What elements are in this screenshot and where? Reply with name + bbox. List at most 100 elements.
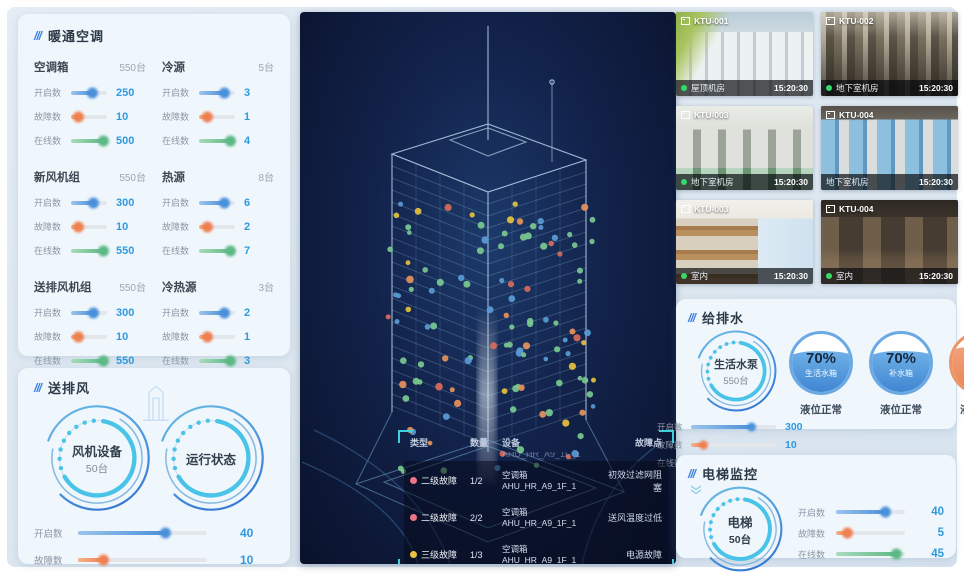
slider-track[interactable]: [199, 221, 235, 232]
online-dot-icon: [681, 273, 687, 279]
slider-track[interactable]: [199, 355, 237, 366]
camera-tile[interactable]: KTU-002 地下室机房 15:20:30: [821, 12, 958, 96]
slider-knob[interactable]: [72, 331, 84, 342]
slider-track[interactable]: [71, 307, 107, 318]
camera-icon: [826, 17, 835, 25]
slider-knob[interactable]: [201, 111, 213, 122]
tank-percent: 70%: [805, 349, 837, 367]
slider-track[interactable]: [78, 554, 207, 566]
slider-track[interactable]: [199, 307, 235, 318]
slider-knob[interactable]: [98, 355, 110, 366]
slider-knob[interactable]: [225, 245, 237, 256]
slider-label: 故障数: [34, 222, 62, 232]
slider-value: 10: [116, 110, 129, 123]
slider-track[interactable]: [71, 135, 110, 146]
slider-knob[interactable]: [72, 111, 84, 122]
slider-knob[interactable]: [201, 221, 213, 232]
camera-id: KTU-003: [681, 110, 728, 120]
camera-id: KTU-001: [681, 16, 728, 26]
camera-icon: [681, 205, 690, 213]
slider-value: 1: [244, 330, 251, 343]
slider-knob[interactable]: [218, 307, 230, 318]
tank-circle: 70% 补水箱: [869, 331, 933, 395]
slider-knob[interactable]: [225, 355, 237, 366]
slider-fill: [199, 248, 232, 253]
slider-label: 故障数: [162, 332, 190, 342]
slider-open: 开启数 250: [34, 86, 146, 99]
camera-tile[interactable]: KTU-003 地下室机房 15:20:30: [676, 106, 813, 190]
alarm-row[interactable]: 二级故障 1/2 空调箱 AHU_HR_A9_1F_1 初效过滤网阻塞: [410, 462, 662, 499]
panel-hvac: /// 暖通空调 空调箱 550台 开启数 250 故障数 10 在线数 500…: [18, 14, 290, 367]
slider-track[interactable]: [71, 111, 107, 122]
slider-track[interactable]: [199, 245, 237, 256]
slider-knob[interactable]: [98, 245, 110, 256]
slider-track[interactable]: [78, 527, 207, 539]
slider-value: 1: [244, 110, 251, 123]
slider-label: 故障数: [162, 222, 190, 232]
camera-tile[interactable]: KTU-003 室内 15:20:30: [676, 200, 813, 284]
slider-track[interactable]: [71, 197, 107, 208]
slider-label: 开启数: [162, 308, 190, 318]
slider-knob[interactable]: [88, 307, 100, 318]
camera-tile[interactable]: KTU-004 地下室机房 15:20:30: [821, 106, 958, 190]
slider-track[interactable]: [691, 440, 776, 450]
slider-knob[interactable]: [159, 527, 171, 539]
slider-track[interactable]: [836, 548, 905, 560]
alarm-rows: 二级故障 1/2 空调箱 AHU_HR_A9_1F_1 初效过滤网阻塞 二级故障 …: [404, 461, 668, 564]
slider-track[interactable]: [199, 135, 237, 146]
slider-open: 开启数 300: [657, 421, 815, 433]
camera-tile[interactable]: KTU-001 屋顶机房 15:20:30: [676, 12, 813, 96]
slider-knob[interactable]: [698, 440, 708, 450]
slider-value: 40: [240, 526, 254, 540]
slider-knob[interactable]: [218, 87, 230, 98]
alarm-row-partial: AHU_HR_A9_1F_1: [502, 452, 581, 459]
camera-id: KTU-002: [826, 16, 873, 26]
slider-knob[interactable]: [98, 135, 110, 146]
group-count: 3台: [258, 283, 274, 294]
slider-track[interactable]: [199, 87, 235, 98]
slider-track[interactable]: [71, 245, 110, 256]
building-3d-view[interactable]: 类型 数量 设备 故障点 AHU_HR_A9_1F_1 二级故障 1/2 空调箱…: [300, 12, 676, 564]
slider-open: 开启数 2: [162, 306, 274, 319]
alarm-row[interactable]: 二级故障 2/2 空调箱 AHU_HR_A9_1F_1 送风温度过低: [410, 499, 662, 536]
alarm-row[interactable]: 三级故障 1/3 空调箱 AHU_HR_A9_1F_1 电源故障: [410, 536, 662, 564]
gauge-title: 生活水泵: [714, 358, 758, 371]
device-group: 冷热源 3台 开启数 2 故障数 1 在线数 3: [162, 279, 274, 367]
group-name: 冷热源: [162, 282, 197, 294]
slider-track[interactable]: [71, 331, 107, 342]
severity-dot-icon: [410, 514, 417, 521]
panel-elevator-title: 电梯监控: [702, 467, 759, 482]
camera-tile[interactable]: KTU-004 室内 15:20:30: [821, 200, 958, 284]
slider-track[interactable]: [199, 197, 235, 208]
slider-fill: [71, 90, 94, 95]
slider-value: 300: [116, 306, 135, 319]
slider-knob[interactable]: [201, 331, 213, 342]
slider-knob[interactable]: [747, 422, 757, 432]
slider-track[interactable]: [836, 527, 905, 539]
slider-knob[interactable]: [97, 554, 109, 566]
panel-marker-icon: ///: [34, 380, 42, 395]
slider-track[interactable]: [71, 87, 107, 98]
slider-knob[interactable]: [218, 197, 230, 208]
slider-knob[interactable]: [842, 527, 854, 539]
slider-track[interactable]: [71, 355, 110, 366]
slider-knob[interactable]: [87, 87, 99, 98]
slider-track[interactable]: [199, 111, 235, 122]
slider-fault: 故障数 5: [798, 527, 944, 540]
col-count: 数量: [470, 438, 489, 448]
slider-track[interactable]: [199, 331, 235, 342]
slider-knob[interactable]: [72, 221, 84, 232]
slider-fill: [836, 531, 849, 535]
slider-knob[interactable]: [890, 548, 902, 560]
slider-open: 开启数 300: [34, 306, 146, 319]
slider-knob[interactable]: [225, 135, 237, 146]
online-dot-icon: [826, 273, 832, 279]
slider-knob[interactable]: [879, 506, 891, 518]
ring-gauge-icon: [158, 405, 264, 511]
slider-knob[interactable]: [88, 197, 100, 208]
slider-track[interactable]: [836, 506, 905, 518]
slider-track[interactable]: [71, 221, 107, 232]
slider-track[interactable]: [691, 422, 776, 432]
gauge-title: 电梯: [727, 515, 753, 530]
building-wireframe-icon: [301, 26, 663, 564]
